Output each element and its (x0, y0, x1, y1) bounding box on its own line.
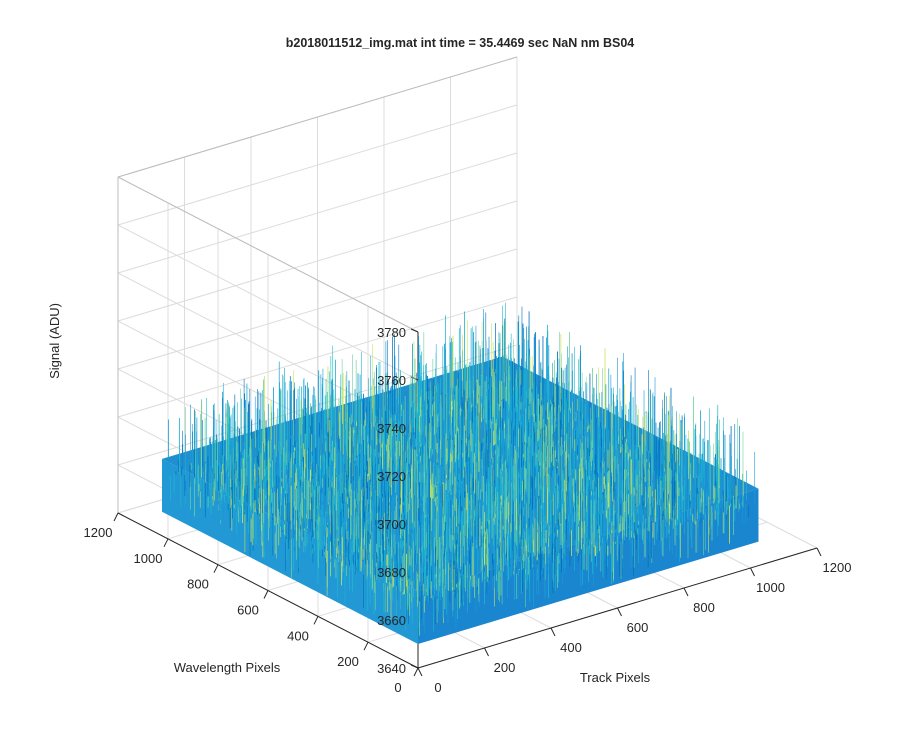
y-tick (263, 590, 269, 599)
y-tick (413, 667, 419, 677)
x-tick (550, 627, 556, 637)
x-tick (683, 587, 689, 597)
x-tick (617, 607, 622, 617)
z-tick (410, 376, 419, 381)
y-tick (363, 641, 369, 651)
surface-left-face (162, 458, 418, 644)
z-tick (410, 328, 419, 333)
y-tick (163, 538, 169, 548)
z-tick (410, 664, 419, 669)
box-edge (117, 176, 419, 333)
box-edge (117, 56, 518, 178)
surface-layer (162, 302, 759, 644)
x-tick (417, 667, 423, 677)
y-tick (313, 616, 319, 625)
x-tick (750, 567, 755, 577)
x-tick (816, 547, 822, 557)
y-tick (113, 512, 119, 522)
y-tick (213, 564, 219, 573)
x-tick (484, 647, 489, 657)
